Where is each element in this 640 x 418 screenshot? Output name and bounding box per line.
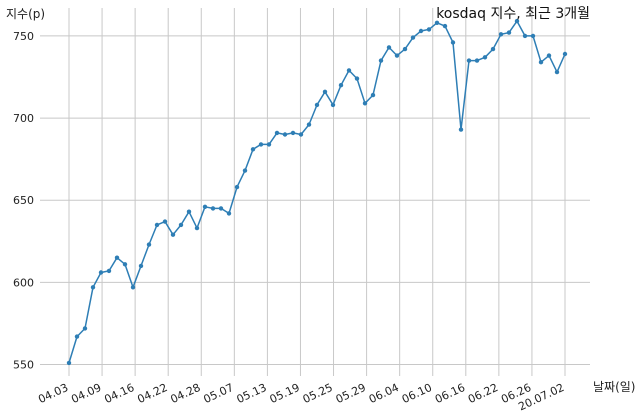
data-point	[162, 219, 168, 224]
data-point	[434, 20, 440, 25]
data-point	[482, 55, 488, 60]
x-tick-label: 06.04	[367, 381, 401, 406]
data-point	[394, 53, 400, 58]
series-points	[66, 18, 568, 366]
data-point	[130, 285, 136, 290]
x-tick-label: 06.22	[466, 381, 500, 406]
x-tick-label: 05.19	[268, 381, 302, 406]
y-axis-ticks: 550 600 650 700 750	[13, 30, 34, 372]
data-point	[386, 45, 392, 50]
data-point	[138, 263, 144, 269]
x-tick-label: 05.25	[301, 381, 335, 406]
x-axis-ticks: 04.03 04.09 04.16 04.22 04.28 05.07 05.13 05.19…	[36, 381, 566, 413]
data-point	[322, 89, 328, 95]
data-point	[474, 58, 480, 63]
data-point	[506, 30, 512, 35]
data-point	[546, 53, 552, 58]
data-point	[114, 255, 120, 260]
x-tick-label: 04.09	[69, 381, 103, 406]
x-tick-label: 06.16	[433, 381, 467, 406]
data-point	[514, 18, 520, 24]
data-point	[90, 285, 96, 290]
data-point	[354, 76, 360, 81]
data-point	[378, 58, 384, 63]
data-point	[202, 204, 208, 209]
data-point	[210, 206, 216, 211]
data-point	[66, 360, 72, 366]
data-point	[98, 270, 104, 275]
y-tick-label: 600	[13, 276, 34, 289]
data-point	[106, 268, 112, 274]
grid-lines	[40, 8, 590, 376]
data-point	[442, 23, 448, 29]
data-point	[490, 46, 496, 52]
series-line	[68, 20, 566, 364]
data-point	[450, 40, 456, 45]
data-point	[82, 326, 88, 331]
data-point	[274, 130, 280, 136]
x-tick-label: 04.03	[36, 381, 70, 406]
y-tick-label: 750	[13, 30, 34, 43]
data-point	[522, 33, 528, 39]
data-point	[402, 46, 408, 52]
data-point	[154, 222, 160, 228]
data-point	[194, 225, 200, 231]
x-tick-label: 04.16	[102, 381, 136, 406]
data-point	[234, 184, 240, 190]
chart-title: kosdaq 지수, 최근 3개월	[436, 6, 590, 22]
data-point	[562, 51, 568, 57]
x-axis-label: 날짜(일)	[593, 380, 635, 394]
data-point	[410, 35, 416, 40]
data-point	[498, 32, 504, 37]
data-point	[290, 130, 296, 136]
data-point	[306, 122, 312, 127]
data-point	[338, 83, 344, 88]
data-point	[282, 132, 288, 137]
data-point	[186, 209, 192, 214]
y-tick-label: 650	[13, 194, 34, 207]
data-point	[74, 334, 80, 339]
data-point	[426, 27, 432, 32]
data-point	[146, 242, 152, 247]
data-point	[218, 206, 224, 211]
data-point	[346, 68, 352, 73]
data-point	[538, 60, 544, 65]
data-point	[242, 168, 248, 173]
data-point	[466, 58, 472, 63]
x-tick-label: 05.29	[334, 381, 368, 406]
data-point	[250, 147, 256, 152]
data-point	[298, 132, 304, 137]
data-point	[226, 211, 232, 216]
x-tick-label: 04.28	[168, 381, 202, 406]
x-tick-label: 05.13	[235, 381, 269, 406]
y-tick-label: 550	[13, 359, 34, 372]
data-point	[314, 102, 320, 108]
data-point	[170, 232, 176, 237]
data-point	[258, 142, 264, 147]
x-tick-label: 05.07	[202, 381, 236, 406]
data-point	[554, 69, 560, 75]
x-tick-label: 04.22	[135, 381, 169, 406]
data-point	[266, 142, 272, 147]
data-point	[362, 101, 368, 106]
data-point	[458, 127, 464, 132]
data-point	[122, 262, 128, 267]
data-point	[530, 33, 536, 39]
y-tick-label: 700	[13, 112, 34, 125]
data-point	[330, 102, 336, 108]
data-point	[178, 222, 184, 228]
data-point	[370, 92, 376, 98]
y-axis-label: 지수(p)	[6, 7, 45, 21]
data-point	[418, 28, 424, 34]
x-tick-label: 06.10	[400, 381, 434, 406]
